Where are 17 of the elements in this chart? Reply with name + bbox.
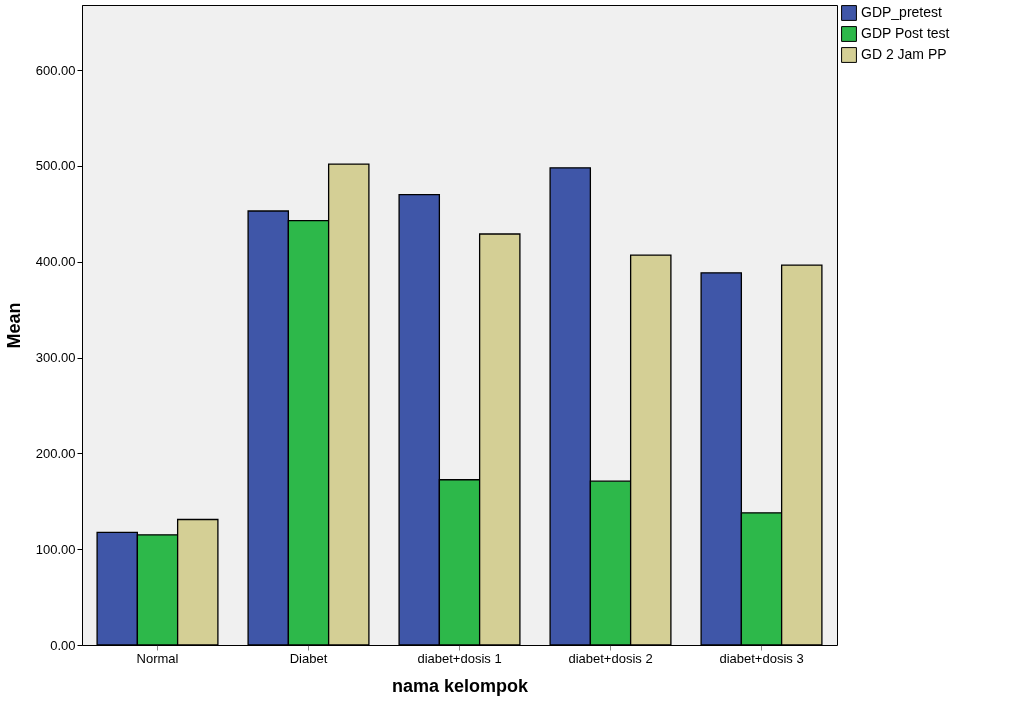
x-tick-label: diabet+dosis 1 [417,650,502,666]
x-tick-label: Normal [136,650,179,666]
y-tick-label: 0.00 [50,637,76,653]
x-axis-title: nama kelompok [391,675,530,696]
y-tick-label: 600.00 [35,62,76,78]
y-tick-label: 400.00 [35,254,76,270]
y-tick-label: 100.00 [35,541,76,557]
legend-label: GD 2 Jam PP [861,46,947,62]
x-tick-label: Diabet [289,650,328,666]
legend-label: GDP_pretest [861,4,943,20]
legend-label: GDP Post test [861,25,950,41]
y-tick-label: 300.00 [35,350,76,366]
y-tick-label: 500.00 [35,158,76,174]
y-axis-title: Mean [3,302,24,349]
x-tick-label: diabet+dosis 3 [719,650,804,666]
x-tick-label: diabet+dosis 2 [568,650,653,666]
y-tick-label: 200.00 [35,445,76,461]
